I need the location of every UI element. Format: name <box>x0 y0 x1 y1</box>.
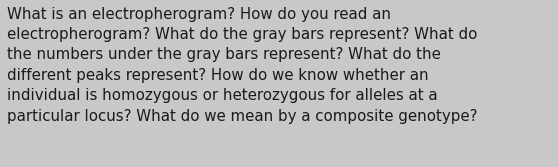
Text: What is an electropherogram? How do you read an
electropherogram? What do the gr: What is an electropherogram? How do you … <box>7 7 477 124</box>
